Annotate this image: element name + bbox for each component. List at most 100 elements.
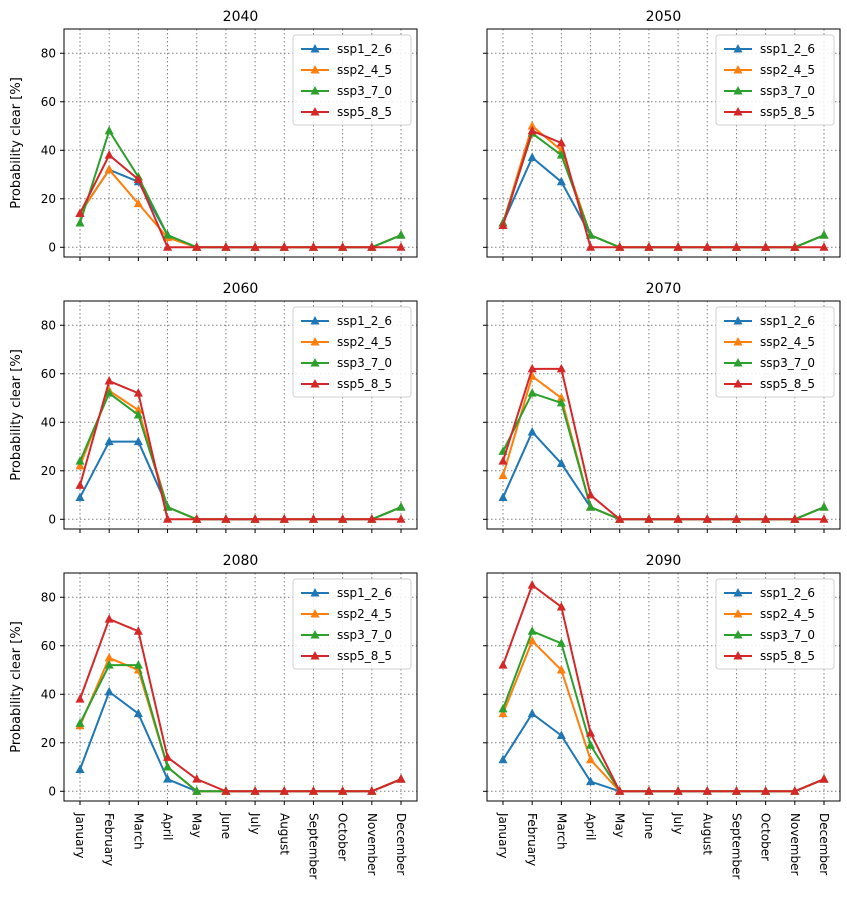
data-point-ssp5_8_5	[396, 242, 406, 251]
legend-marker	[310, 337, 320, 346]
data-point-ssp1_2_6	[104, 686, 114, 696]
data-point-ssp1_2_6	[527, 426, 537, 436]
data-point-ssp5_8_5	[731, 786, 741, 795]
x-tick-label: March	[554, 813, 568, 850]
x-tick-label: July	[248, 812, 262, 835]
legend-label: ssp1_2_6	[337, 314, 392, 328]
x-tick-label: June	[219, 812, 233, 839]
series-line-ssp5_8_5	[79, 153, 401, 249]
y-axis-label: Probability clear [%]	[9, 77, 24, 209]
series-line-ssp2_4_5	[502, 374, 825, 521]
data-point-ssp5_8_5	[673, 786, 683, 795]
data-point-ssp5_8_5	[250, 786, 260, 795]
data-point-ssp5_8_5	[790, 786, 800, 795]
data-point-ssp5_8_5	[133, 174, 143, 183]
data-point-ssp5_8_5	[104, 150, 114, 159]
data-point-ssp1_2_6	[498, 754, 508, 764]
panel-title: 2070	[646, 281, 682, 297]
data-point-ssp5_8_5	[221, 242, 231, 251]
data-point-ssp3_7_0	[75, 218, 85, 227]
data-point-ssp5_8_5	[163, 242, 173, 251]
data-point-ssp5_8_5	[104, 376, 114, 385]
data-point-ssp2_4_5	[586, 754, 596, 764]
series-line-ssp3_7_0	[79, 128, 402, 249]
data-point-ssp3_7_0	[163, 230, 173, 239]
legend-label: ssp2_4_5	[337, 63, 392, 77]
series-line-ssp3_7_0	[79, 664, 402, 793]
legend-box	[715, 578, 835, 670]
data-point-ssp5_8_5	[308, 514, 318, 523]
data-point-ssp3_7_0	[133, 660, 143, 669]
panel-2060: 2060 0 20 40 60 80 Probability clear [%] ssp1_2…	[9, 281, 418, 533]
data-point-ssp5_8_5	[133, 626, 143, 635]
data-point-ssp5_8_5	[556, 363, 566, 373]
legend-marker	[733, 651, 743, 660]
data-point-ssp5_8_5	[819, 242, 829, 251]
data-point-ssp5_8_5	[163, 752, 173, 761]
data-point-ssp5_8_5	[644, 514, 654, 523]
data-point-ssp5_8_5	[527, 363, 537, 373]
panel-title: 2060	[223, 281, 259, 297]
y-tick-label: 40	[41, 143, 56, 157]
y-tick-label: 80	[41, 46, 56, 60]
data-point-ssp5_8_5	[790, 242, 800, 251]
data-point-ssp5_8_5	[556, 601, 566, 611]
legend-marker	[310, 358, 320, 367]
series-line-ssp5_8_5	[79, 617, 402, 793]
data-point-ssp5_8_5	[615, 786, 625, 795]
data-point-ssp5_8_5	[75, 694, 85, 703]
data-point-ssp5_8_5	[192, 774, 202, 783]
data-point-ssp5_8_5	[644, 242, 654, 251]
legend-label: ssp5_8_5	[337, 377, 392, 391]
data-point-ssp5_8_5	[644, 786, 654, 795]
data-point-ssp3_7_0	[556, 397, 566, 407]
data-point-ssp2_4_5	[556, 393, 566, 402]
series-line-ssp1_2_6	[502, 155, 825, 249]
data-point-ssp5_8_5	[673, 514, 683, 523]
x-tick-label: December	[817, 813, 831, 875]
y-axis-label: Probability clear [%]	[9, 621, 24, 753]
data-point-ssp2_4_5	[527, 635, 537, 645]
legend-label: ssp2_4_5	[760, 63, 815, 77]
data-point-ssp5_8_5	[615, 242, 625, 251]
data-point-ssp5_8_5	[615, 514, 625, 523]
x-tick-label: February	[102, 813, 116, 866]
legend-marker	[733, 107, 743, 116]
data-point-ssp5_8_5	[819, 514, 829, 523]
data-point-ssp5_8_5	[586, 490, 596, 499]
y-tick-label: 0	[48, 512, 56, 526]
legend-marker	[310, 65, 320, 74]
legend-label: ssp3_7_0	[760, 628, 815, 642]
data-point-ssp3_7_0	[75, 718, 85, 727]
data-point-ssp1_2_6	[527, 708, 537, 718]
legend-box	[292, 578, 412, 670]
x-tick-label: August	[700, 813, 714, 855]
data-point-ssp5_8_5	[104, 614, 114, 623]
data-point-ssp5_8_5	[163, 514, 173, 523]
data-point-ssp5_8_5	[308, 242, 318, 251]
data-point-ssp3_7_0	[819, 502, 829, 511]
data-point-ssp5_8_5	[527, 580, 537, 589]
legend-marker	[310, 316, 320, 325]
x-tick-label: November	[788, 813, 802, 875]
y-tick-label: 60	[41, 95, 56, 109]
x-tick-label: October	[336, 813, 350, 861]
data-point-ssp5_8_5	[75, 208, 85, 217]
data-point-ssp3_7_0	[527, 626, 537, 635]
y-tick-label: 20	[41, 192, 56, 206]
legend-marker	[310, 588, 320, 597]
x-tick-label: July	[671, 812, 685, 835]
legend-marker	[733, 86, 743, 95]
x-tick-label: October	[759, 813, 773, 861]
data-point-ssp5_8_5	[192, 242, 202, 251]
data-point-ssp5_8_5	[498, 220, 508, 229]
panel-2050: 2050 ssp1_2_6 ssp2_4_5 ssp3_7_0 ssp5_8_5	[483, 9, 841, 261]
legend-label: ssp5_8_5	[337, 649, 392, 663]
x-tick-label: April	[584, 813, 598, 840]
data-point-ssp5_8_5	[731, 242, 741, 251]
legend-marker	[733, 316, 743, 325]
data-point-ssp3_7_0	[163, 762, 173, 771]
data-point-ssp2_4_5	[498, 708, 508, 718]
data-point-ssp5_8_5	[702, 786, 712, 795]
